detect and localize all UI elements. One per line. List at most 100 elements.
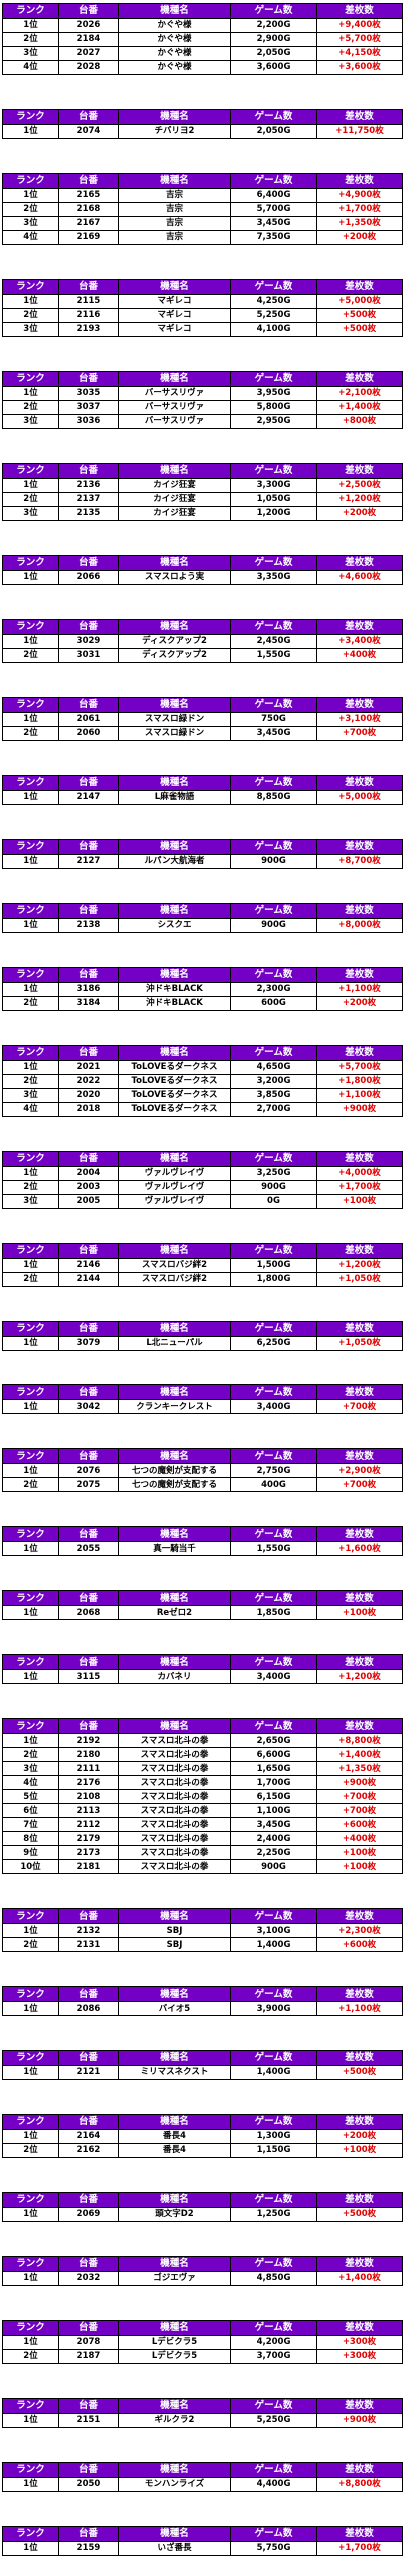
rank-cell: 2位: [2, 201, 59, 217]
game-count-cell: 3,250G: [230, 1165, 317, 1181]
rank-cell: 8位: [2, 1831, 59, 1847]
game-count-cell: 1,800G: [230, 1271, 317, 1287]
coin-diff-header: 差枚数: [316, 1448, 403, 1465]
coin-diff-cell: +700枚: [316, 725, 403, 741]
ranking-table: ランク 台番 機種名 ゲーム数 差枚数 1位 3035 バーサスリヴァ 3,950G +2,100…: [2, 370, 403, 429]
table-header-row: ランク 台番 機種名 ゲーム数 差枚数: [2, 172, 403, 189]
machine-name-cell: 七つの魔剣が支配する: [118, 1477, 231, 1493]
game-count-header: ゲーム数: [230, 2398, 317, 2415]
rank-cell: 2位: [2, 1747, 59, 1763]
machine-number-cell: 2121: [58, 2065, 119, 2081]
machine-name-cell: スマスロ北斗の拳: [118, 1817, 231, 1833]
game-count-cell: 2,750G: [230, 1463, 317, 1479]
coin-diff-cell: +1,100枚: [316, 2001, 403, 2017]
game-count-header: ゲーム数: [230, 1908, 317, 1925]
machine-number-cell: 2005: [58, 1193, 119, 1209]
coin-diff-header: 差枚数: [316, 1908, 403, 1925]
coin-diff-cell: +1,400枚: [316, 1747, 403, 1763]
machine-number-header: 台番: [58, 966, 119, 983]
machine-number-cell: 2137: [58, 491, 119, 507]
game-count-header: ゲーム数: [230, 1448, 317, 1465]
table-row: 1位 3115 カバネリ 3,400G +1,200枚: [2, 1669, 403, 1685]
machine-name-cell: カバネリ: [118, 1669, 231, 1685]
coin-diff-cell: +800枚: [316, 413, 403, 429]
game-count-cell: 3,600G: [230, 60, 317, 75]
rank-cell: 1位: [2, 477, 59, 493]
rank-header: ランク: [2, 774, 59, 791]
ranking-table: ランク 台番 機種名 ゲーム数 差枚数 1位 2061 スマスロ緑ドン 750G +3,100枚 2…: [2, 696, 403, 741]
machine-number-cell: 2003: [58, 1179, 119, 1195]
machine-name-header: 機種名: [118, 902, 231, 919]
machine-name-cell: スマスロ緑ドン: [118, 711, 231, 727]
machine-name-cell: Lデビクラ5: [118, 2335, 231, 2351]
rank-cell: 1位: [2, 1335, 59, 1351]
machine-number-cell: 2151: [58, 2413, 119, 2429]
coin-diff-cell: +1,200枚: [316, 491, 403, 507]
machine-number-header: 台番: [58, 838, 119, 855]
ranking-table: ランク 台番 機種名 ゲーム数 差枚数 1位 2066 スマスロよう実 3,350G +4,600…: [2, 554, 403, 585]
coin-diff-cell: +1,050枚: [316, 1335, 403, 1351]
machine-number-header: 台番: [58, 1320, 119, 1337]
table-row: 2位 3031 ディスクアップ2 1,550G +400枚: [2, 647, 403, 663]
machine-number-cell: 2111: [58, 1761, 119, 1777]
game-count-cell: 1,850G: [230, 1605, 317, 1621]
coin-diff-cell: +2,100枚: [316, 385, 403, 401]
rank-cell: 1位: [2, 123, 59, 139]
machine-name-cell: ディスクアップ2: [118, 633, 231, 649]
coin-diff-header: 差枚数: [316, 1718, 403, 1735]
table-row: 1位 2055 真一騎当千 1,550G +1,600枚: [2, 1541, 403, 1557]
table-row: 1位 2086 バイオ5 3,900G +1,100枚: [2, 2001, 403, 2017]
table-row: 1位 2078 Lデビクラ5 4,200G +300枚: [2, 2335, 403, 2351]
table-header-row: ランク 台番 機種名 ゲーム数 差枚数: [2, 902, 403, 919]
machine-name-cell: 真一騎当千: [118, 1541, 231, 1557]
coin-diff-cell: +900枚: [316, 1775, 403, 1791]
coin-diff-cell: +1,050枚: [316, 1271, 403, 1287]
ranking-table: ランク 台番 機種名 ゲーム数 差枚数 1位 2115 マギレコ 4,250G +5,000枚 2位…: [2, 278, 403, 337]
rank-cell: 1位: [2, 187, 59, 203]
coin-diff-header: 差枚数: [316, 774, 403, 791]
machine-number-cell: 3031: [58, 647, 119, 663]
rank-cell: 2位: [2, 491, 59, 507]
game-count-cell: 5,700G: [230, 201, 317, 217]
ranking-table: ランク 台番 機種名 ゲーム数 差枚数 1位 2004 ヴァルヴレイヴ 3,250G +4,000…: [2, 1150, 403, 1209]
game-count-cell: 4,200G: [230, 2335, 317, 2351]
rank-cell: 3位: [2, 46, 59, 61]
table-header-row: ランク 台番 機種名 ゲーム数 差枚数: [2, 1654, 403, 1671]
coin-diff-header: 差枚数: [316, 1320, 403, 1337]
ranking-table: ランク 台番 機種名 ゲーム数 差枚数 1位 2164 番長4 1,300G +200枚 2位 216…: [2, 2114, 403, 2159]
rank-header: ランク: [2, 1590, 59, 1607]
coin-diff-cell: +5,000枚: [316, 293, 403, 309]
game-count-header: ゲーム数: [230, 2192, 317, 2209]
game-count-cell: 1,150G: [230, 2143, 317, 2159]
machine-number-cell: 3079: [58, 1335, 119, 1351]
game-count-header: ゲーム数: [230, 1986, 317, 2003]
machine-number-cell: 2050: [58, 2477, 119, 2493]
coin-diff-cell: +700枚: [316, 1789, 403, 1805]
ranking-table: ランク 台番 機種名 ゲーム数 差枚数 1位 3079 L北ニューパル 6,250G +1,050…: [2, 1320, 403, 1351]
table-row: 6位 2113 スマスロ北斗の拳 1,100G +700枚: [2, 1803, 403, 1819]
machine-number-header: 台番: [58, 696, 119, 713]
machine-name-header: 機種名: [118, 2256, 231, 2273]
machine-name-cell: カイジ狂宴: [118, 491, 231, 507]
ranking-table: ランク 台番 機種名 ゲーム数 差枚数 1位 2192 スマスロ北斗の拳 2,650G +8,80…: [2, 1718, 403, 1875]
coin-diff-header: 差枚数: [316, 108, 403, 125]
rank-cell: 1位: [2, 2271, 59, 2287]
coin-diff-cell: +1,700枚: [316, 1179, 403, 1195]
coin-diff-header: 差枚数: [316, 2398, 403, 2415]
game-count-cell: 0G: [230, 1193, 317, 1209]
ranking-table: ランク 台番 機種名 ゲーム数 差枚数 1位 2032 ゴジエヴァ 4,850G +1,400枚: [2, 2256, 403, 2287]
game-count-cell: 4,100G: [230, 321, 317, 337]
machine-name-cell: スマスロ緑ドン: [118, 725, 231, 741]
machine-number-cell: 2108: [58, 1789, 119, 1805]
table-header-row: ランク 台番 機種名 ゲーム数 差枚数: [2, 2320, 403, 2337]
machine-number-cell: 2136: [58, 477, 119, 493]
game-count-header: ゲーム数: [230, 554, 317, 571]
table-row: 3位 2111 スマスロ北斗の拳 1,650G +1,350枚: [2, 1761, 403, 1777]
rank-header: ランク: [2, 3, 59, 19]
ranking-table: ランク 台番 機種名 ゲーム数 差枚数 1位 2021 ToLOVEるダークネス 4,650G +…: [2, 1044, 403, 1117]
machine-name-header: 機種名: [118, 838, 231, 855]
machine-number-cell: 3042: [58, 1399, 119, 1415]
machine-number-cell: 2164: [58, 2129, 119, 2145]
table-row: 1位 2026 かぐや様 2,200G +9,400枚: [2, 18, 403, 33]
coin-diff-cell: +500枚: [316, 307, 403, 323]
